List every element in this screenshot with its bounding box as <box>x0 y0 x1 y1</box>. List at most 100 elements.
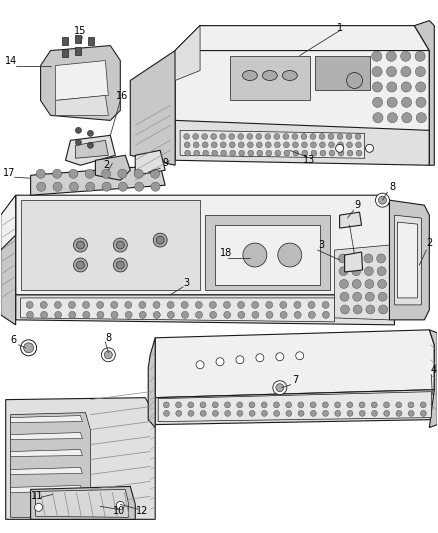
Circle shape <box>286 402 292 408</box>
Circle shape <box>117 261 124 269</box>
Circle shape <box>371 410 378 416</box>
Circle shape <box>69 169 78 178</box>
Circle shape <box>335 410 341 416</box>
Circle shape <box>328 134 334 140</box>
Circle shape <box>181 311 188 318</box>
Polygon shape <box>175 26 200 80</box>
Polygon shape <box>345 252 363 272</box>
Circle shape <box>301 134 307 140</box>
Circle shape <box>336 144 343 152</box>
Polygon shape <box>135 150 165 175</box>
Polygon shape <box>95 155 130 180</box>
Circle shape <box>86 182 95 191</box>
Polygon shape <box>158 392 431 422</box>
Circle shape <box>118 182 127 191</box>
Polygon shape <box>16 295 395 325</box>
Circle shape <box>153 311 160 318</box>
Polygon shape <box>11 416 82 423</box>
Polygon shape <box>11 486 82 492</box>
Circle shape <box>237 410 243 416</box>
Circle shape <box>77 261 85 269</box>
Circle shape <box>359 410 365 416</box>
Circle shape <box>322 311 329 318</box>
Circle shape <box>230 142 235 148</box>
Circle shape <box>118 169 127 178</box>
Circle shape <box>102 169 110 178</box>
Circle shape <box>371 402 377 408</box>
Circle shape <box>248 150 254 156</box>
Circle shape <box>125 311 132 318</box>
Circle shape <box>75 127 81 133</box>
Circle shape <box>347 402 353 408</box>
Circle shape <box>320 142 325 148</box>
Circle shape <box>293 142 298 148</box>
Circle shape <box>347 410 353 416</box>
Circle shape <box>113 258 127 272</box>
Circle shape <box>151 182 160 191</box>
Circle shape <box>408 402 414 408</box>
Polygon shape <box>155 330 434 398</box>
Circle shape <box>273 402 279 408</box>
Circle shape <box>193 134 198 140</box>
Text: 16: 16 <box>116 92 128 101</box>
Text: 13: 13 <box>303 155 315 165</box>
Polygon shape <box>11 449 82 456</box>
Text: 4: 4 <box>430 365 436 375</box>
Circle shape <box>283 142 289 148</box>
Circle shape <box>139 301 146 309</box>
Polygon shape <box>21 298 335 322</box>
Text: 15: 15 <box>74 26 87 36</box>
Circle shape <box>311 410 316 416</box>
Polygon shape <box>75 140 108 158</box>
Circle shape <box>386 51 396 61</box>
Circle shape <box>280 311 287 318</box>
Circle shape <box>265 142 271 148</box>
Polygon shape <box>11 413 90 518</box>
Circle shape <box>351 254 360 263</box>
Text: 9: 9 <box>162 158 168 168</box>
Circle shape <box>292 134 298 140</box>
Polygon shape <box>215 225 320 285</box>
Circle shape <box>77 241 85 249</box>
Circle shape <box>40 301 47 309</box>
Circle shape <box>359 402 365 408</box>
Circle shape <box>188 410 194 416</box>
Circle shape <box>339 279 348 288</box>
Circle shape <box>261 402 267 408</box>
Circle shape <box>379 305 388 314</box>
Circle shape <box>163 402 169 408</box>
Circle shape <box>209 301 216 309</box>
Text: 10: 10 <box>113 506 125 516</box>
Circle shape <box>97 301 104 309</box>
Circle shape <box>188 402 194 408</box>
Circle shape <box>176 402 181 408</box>
Circle shape <box>74 258 88 272</box>
Circle shape <box>338 142 343 148</box>
Circle shape <box>278 243 302 267</box>
Circle shape <box>229 134 235 140</box>
Circle shape <box>97 311 104 318</box>
Polygon shape <box>314 55 370 91</box>
Polygon shape <box>335 245 389 320</box>
Circle shape <box>53 182 62 191</box>
Polygon shape <box>31 487 135 519</box>
Text: 11: 11 <box>31 491 43 502</box>
Circle shape <box>265 134 271 140</box>
Circle shape <box>396 402 402 408</box>
Circle shape <box>134 182 144 191</box>
Circle shape <box>200 402 206 408</box>
Circle shape <box>372 67 382 77</box>
Polygon shape <box>397 222 417 298</box>
Circle shape <box>322 410 328 416</box>
Circle shape <box>378 292 387 301</box>
Polygon shape <box>41 46 120 120</box>
Circle shape <box>387 82 397 92</box>
Circle shape <box>420 410 426 416</box>
Circle shape <box>372 51 382 61</box>
Circle shape <box>82 301 89 309</box>
Circle shape <box>202 142 208 148</box>
Circle shape <box>196 361 204 369</box>
Circle shape <box>153 233 167 247</box>
Polygon shape <box>11 467 82 474</box>
Circle shape <box>384 402 389 408</box>
